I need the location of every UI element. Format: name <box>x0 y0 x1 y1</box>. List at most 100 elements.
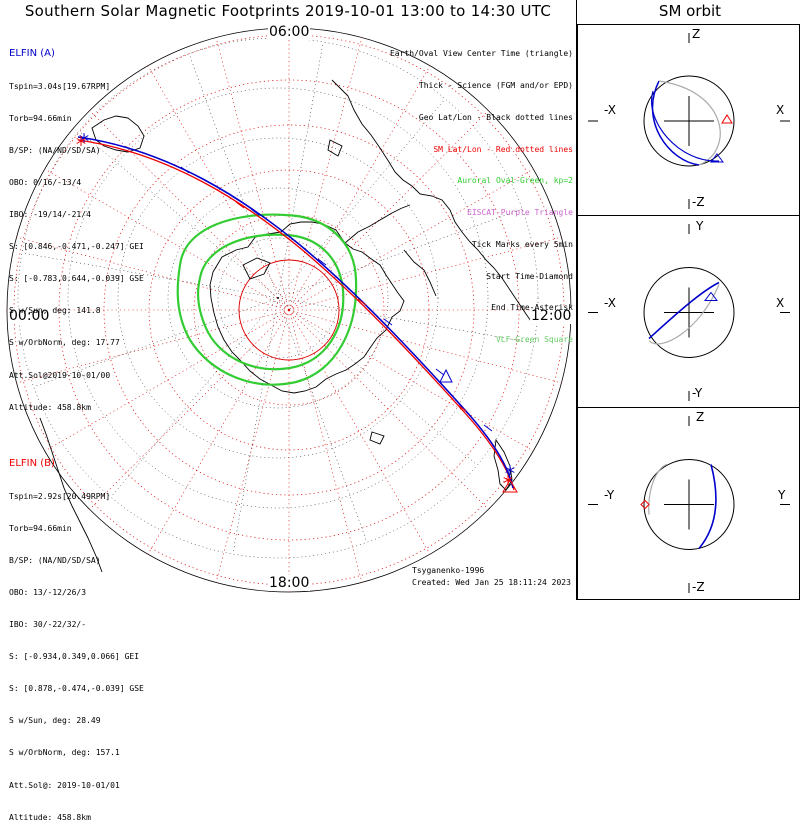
probe-a-line: S w/Sun, deg: 141.8 <box>9 306 101 316</box>
mlt-label-top: 06:00 <box>268 24 311 40</box>
sm-lon-line <box>215 37 290 311</box>
star-stroke <box>505 467 515 473</box>
orbit-panel-xz: Z -Z -X X <box>577 24 800 216</box>
orbit-b-diamond <box>640 499 650 510</box>
geo-lat-circle <box>167 187 389 409</box>
geo-lon-line <box>188 53 279 299</box>
star-stroke <box>76 138 86 144</box>
orbit-gray <box>658 80 721 166</box>
orbit-gray <box>648 463 668 515</box>
tick-mark-b <box>235 201 245 209</box>
end-marker-a <box>505 465 515 475</box>
sm-lat-circle <box>193 214 385 406</box>
orbit-a-2 <box>651 90 720 162</box>
antarctica-coast <box>209 221 405 394</box>
sm-lon-line <box>147 65 290 311</box>
south-america-coast <box>331 79 534 325</box>
geo-lat-circle <box>67 87 489 509</box>
legend-entry: Geo Lat/Lon - Black dotted lines <box>418 112 573 122</box>
axis-label-bottom: -Z <box>692 195 705 209</box>
tick-mark-a <box>383 318 393 326</box>
sm-lon-line <box>44 168 290 311</box>
sm-lon-line <box>147 309 290 555</box>
probe-b-line: S w/Sun, deg: 28.49 <box>9 716 101 726</box>
ice-shelf <box>242 257 271 280</box>
track-b-line <box>77 139 515 491</box>
geo-lon-line <box>277 41 324 299</box>
sm-lon-line <box>288 168 534 311</box>
probe-b-line: IBO: 30/-22/32/- <box>9 619 87 629</box>
geo-lat-circle <box>117 137 439 459</box>
geo-lon-line <box>78 130 279 299</box>
probe-b-line: Att.Sol@: 2019-10-01/01 <box>9 780 120 790</box>
probe-b-line: Torb=94.66min <box>9 523 72 533</box>
sm-lon-line <box>288 309 534 452</box>
orbit-a <box>648 281 720 340</box>
axis-label-top: Z <box>696 410 705 424</box>
axis-label-right: X <box>776 296 785 310</box>
geo-lon-line <box>110 297 279 498</box>
sm-lon-line <box>288 110 489 311</box>
geo-lon-line <box>277 98 446 299</box>
probe-b-info: ELFIN (B) Tspin=2.92s[20.49RPM] Torb=94.… <box>9 438 144 834</box>
probe-a-line: S: [-0.783,0.644,-0.039] GSE <box>9 274 144 284</box>
footprint-map <box>6 0 577 600</box>
legend-entry: VLF-Green Square <box>495 335 573 345</box>
track-markers <box>76 133 518 493</box>
axis-label-left: -X <box>604 296 616 310</box>
orbit-panel-yz: Z -Z -Y Y <box>577 407 800 600</box>
tick-mark-a <box>250 208 260 216</box>
probe-b-line: Altitude: 458.8km <box>9 812 91 822</box>
track-elfin-a <box>77 136 514 489</box>
sm-lon-line <box>89 309 290 510</box>
legend-entry: SM Lat/Lon - Red dotted lines <box>433 144 573 154</box>
probe-a-line: Att.Sol@2019-10-01/00 <box>9 370 111 380</box>
probe-b-name: ELFIN (B) <box>9 458 55 470</box>
probe-b-line: S w/OrbNorm, deg: 157.1 <box>9 748 120 758</box>
probe-a-info: ELFIN (A) Tspin=3.04s[19.67RPM] Torb=94.… <box>9 28 144 424</box>
orbit-panel-xy: Y -Y -X X <box>577 215 800 408</box>
legend-entry: Thick - Science (FGM and/or EPD) <box>418 80 573 90</box>
mlt-label-bottom: 18:00 <box>268 575 311 591</box>
probe-a-line: IBO: -19/14/-21/4 <box>9 209 91 219</box>
tick-mark-a <box>180 166 190 174</box>
sm-lon-line <box>288 65 431 311</box>
sm-lon-line <box>288 309 562 384</box>
axis-label-bottom: -Z <box>692 580 705 594</box>
geo-lon-line <box>232 297 279 555</box>
probe-b-line: B/SP: (NA/ND/SD/SA) <box>9 555 101 565</box>
axis-label-top: Y <box>696 219 704 233</box>
coastlines <box>39 79 534 573</box>
earth-circle <box>643 75 735 167</box>
track-elfin-b <box>77 139 515 491</box>
peninsula <box>344 204 411 244</box>
sm-lon-line <box>44 309 290 452</box>
island-1 <box>327 139 343 157</box>
track-a-line <box>77 136 514 489</box>
auroral-oval-inner <box>196 233 345 371</box>
created-timestamp: Created: Wed Jan 25 18:11:24 2023 <box>412 578 571 587</box>
model-credit: Tsyganenko-1996 <box>412 566 485 575</box>
orbit-b-triangle <box>721 114 733 124</box>
probe-a-line: S: [0.846,-0.471,-0.247] GEI <box>9 242 144 252</box>
axis-label-left: -Y <box>604 488 615 502</box>
geo-lon-line <box>21 252 279 299</box>
axis-label-right: X <box>776 103 785 117</box>
probe-b-line: OBO: 13/-12/26/3 <box>9 587 87 597</box>
sm-lon-line <box>16 309 290 384</box>
sm-lat-circle <box>58 79 520 541</box>
geo-lon-line <box>277 208 523 299</box>
axis-label-left: -X <box>604 103 616 117</box>
earth-circle <box>643 459 735 550</box>
sm-lat-circle <box>148 169 430 451</box>
probe-a-line: OBO: 0/16/-13/4 <box>9 177 82 187</box>
legend-entry: Start Time-Diamond <box>486 271 573 281</box>
earth-circle <box>643 267 735 358</box>
legend-entry: EISCAT-Purple Triangle <box>467 208 573 218</box>
legend-entry: End Time-Asterisk <box>491 303 573 313</box>
legend-entry: Tick Marks every 5min <box>471 239 573 249</box>
axis-label-right: Y <box>778 488 786 502</box>
tick-mark-a <box>483 424 493 432</box>
axis-label-bottom: -Y <box>692 386 703 400</box>
view-center-triangle-a <box>439 368 453 383</box>
